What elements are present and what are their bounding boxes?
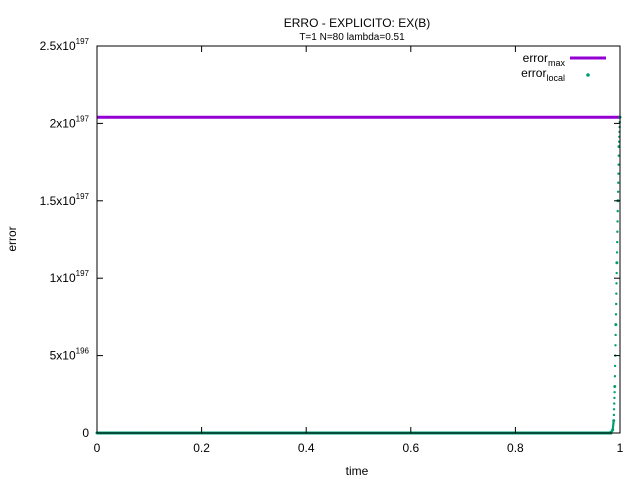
y-tick-exponent: 197 (76, 192, 90, 201)
x-tick-label: 0 (94, 441, 101, 455)
x-tick-label: 0.2 (193, 441, 210, 455)
data-point-error-local (616, 230, 619, 233)
chart-title: ERRO - EXPLICITO: EX(B) (284, 16, 430, 30)
data-point-error-local (613, 402, 616, 405)
y-tick-label: 1.5x10197 (40, 192, 90, 208)
x-tick-label: 0.6 (402, 441, 419, 455)
plot-area (95, 115, 622, 435)
y-tick-label: 0 (82, 426, 89, 440)
x-tick-label: 1 (617, 441, 624, 455)
legend-label-subscript: max (548, 58, 566, 68)
y-tick-mantissa: 2.5x10 (40, 39, 76, 53)
data-point-error-local (615, 271, 618, 275)
y-tick-exponent: 197 (76, 114, 90, 123)
data-point-error-local (614, 313, 618, 316)
y-tick-exponent: 197 (76, 269, 90, 278)
x-tick-label: 0.4 (298, 441, 315, 455)
y-tick-exponent: 197 (76, 37, 90, 46)
y-tick-mantissa: 1x10 (50, 271, 76, 285)
data-point-error-local (612, 413, 616, 417)
y-tick-label: 2x10197 (50, 114, 90, 130)
y-tick-label: 5x10196 (50, 347, 90, 363)
data-point-error-local (614, 323, 618, 326)
data-point-error-local (613, 375, 617, 378)
legend-label: errorlocal (521, 66, 565, 83)
legend-label-name: error (523, 51, 548, 65)
y-tick-label: 1x10197 (50, 269, 90, 285)
data-point-error-local (615, 292, 618, 295)
y-tick-mantissa: 1.5x10 (40, 194, 76, 208)
y-tick-mantissa: 2x10 (50, 116, 76, 130)
plot-frame (96, 45, 621, 434)
data-point-error-local (616, 209, 619, 213)
data-point-error-local (617, 172, 620, 175)
y-tick-label: 2.5x10197 (40, 37, 90, 53)
data-point-error-local (615, 261, 619, 264)
data-point-error-local (613, 364, 617, 368)
data-point-error-local (617, 163, 620, 166)
data-point-error-local (612, 408, 616, 411)
data-point-error-local (614, 333, 617, 337)
data-point-error-local (612, 419, 615, 422)
data-point-error-local (614, 302, 618, 306)
data-point-error-local (616, 190, 620, 193)
y-tick-mantissa: 0 (82, 426, 89, 440)
y-tick-exponent: 196 (76, 347, 90, 356)
y-axis-label: error (5, 226, 19, 251)
y-tick-mantissa: 5x10 (50, 349, 76, 363)
chart-subtitle: T=1 N=80 lambda=0.51 (299, 32, 405, 43)
data-point-error-local (617, 154, 620, 157)
legend-label-name: error (521, 66, 546, 80)
data-point-error-local (613, 385, 616, 388)
x-tick-label: 0.8 (507, 441, 524, 455)
data-point-error-local (613, 396, 616, 400)
data-point-error-local (615, 251, 619, 254)
data-point-error-local (613, 391, 616, 394)
legend-label: errormax (523, 51, 566, 68)
x-axis-label: time (346, 464, 369, 478)
data-point-error-local (616, 240, 619, 244)
legend-label-subscript: local (546, 73, 565, 83)
legend-swatch-point (586, 73, 590, 77)
x-axis: 0 0.2 0.4 0.6 0.8 1 (94, 46, 624, 455)
data-point-error-local (616, 220, 619, 223)
data-point-error-local (615, 282, 618, 285)
data-point-error-local (617, 181, 620, 184)
data-point-error-local (614, 344, 617, 347)
